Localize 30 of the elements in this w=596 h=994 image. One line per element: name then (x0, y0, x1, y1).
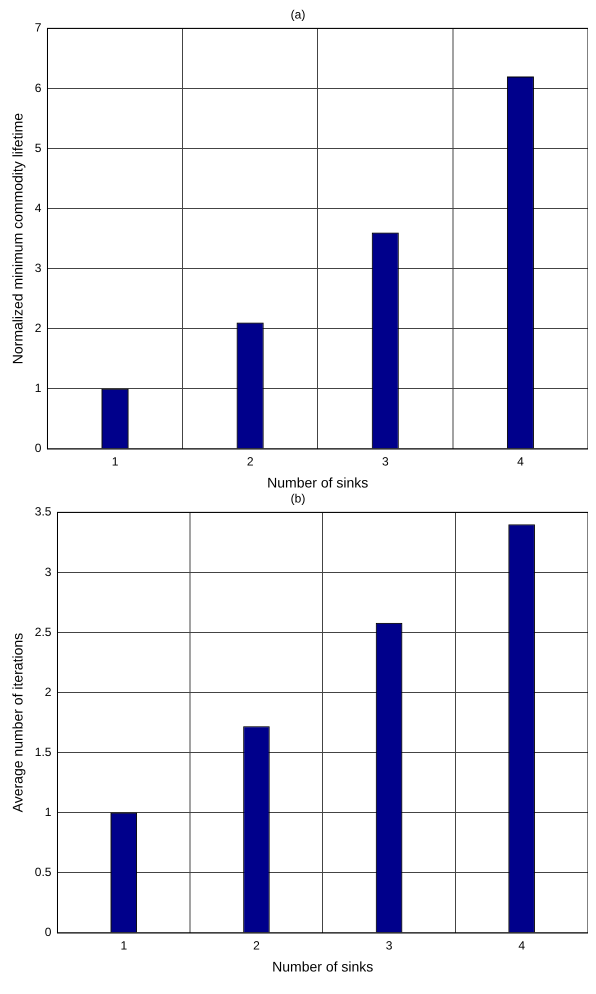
x-tick-label: 4 (518, 938, 526, 952)
y-tick-label: 1 (44, 805, 52, 819)
y-tick-label: 7 (34, 20, 42, 35)
chart-title: (a) (290, 8, 306, 22)
y-tick-label: 0.5 (34, 865, 52, 880)
x-axis-title: Number of sinks (272, 958, 374, 974)
y-axis-title: Normalized minimum commodity lifetime (9, 112, 26, 364)
y-tick-label: 6 (34, 80, 42, 95)
x-axis-title: Number of sinks (267, 474, 368, 490)
y-tick-label: 0 (44, 925, 52, 940)
y-tick-label: 2 (44, 684, 52, 699)
x-tick-label: 3 (386, 938, 393, 952)
chart-title: (b) (290, 492, 306, 506)
y-tick-label: 3 (34, 260, 42, 275)
x-tick-label: 2 (253, 938, 260, 952)
y-tick-label: 2 (34, 321, 42, 335)
x-tick-label: 3 (382, 454, 389, 468)
x-tick-label: 2 (246, 454, 254, 468)
y-tick-label: 4 (34, 200, 42, 215)
y-tick-label: 3.5 (34, 504, 52, 519)
y-tick-label: 0 (34, 441, 42, 456)
y-tick-label: 1.5 (34, 744, 52, 759)
y-axis-title: Average number of iterations (9, 632, 26, 812)
y-tick-label: 2.5 (34, 624, 52, 639)
x-tick-label: 1 (112, 454, 119, 468)
x-tick-label: 4 (517, 454, 524, 468)
y-tick-label: 1 (34, 381, 42, 396)
y-tick-label: 5 (34, 140, 42, 155)
x-tick-label: 1 (120, 938, 128, 952)
y-tick-label: 3 (44, 564, 52, 579)
